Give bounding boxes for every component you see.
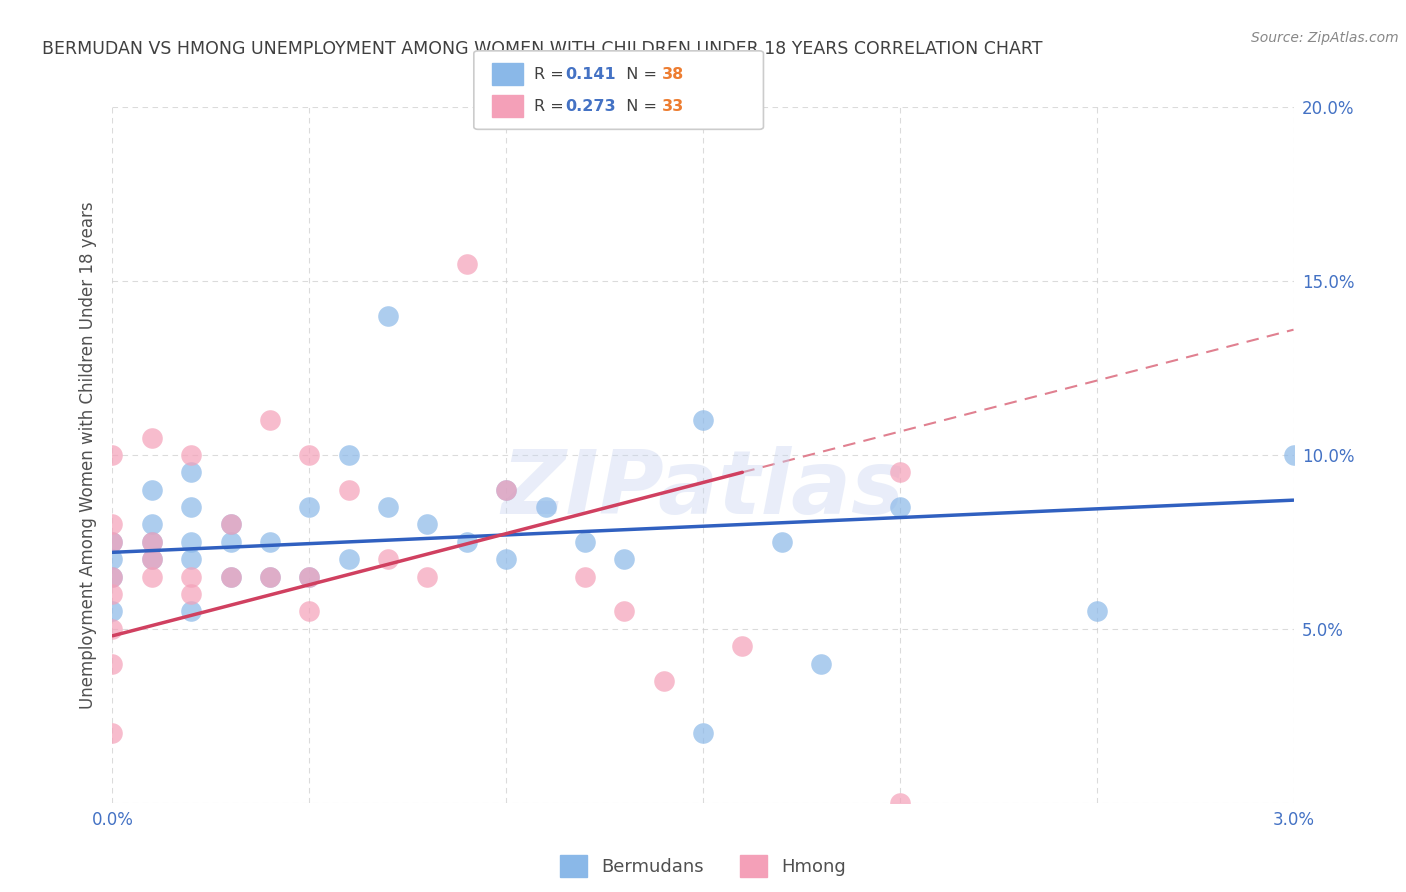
Point [337, 483, 360, 497]
Point [180, 534, 202, 549]
Point [180, 448, 202, 462]
Point [101, 534, 124, 549]
Point [1085, 605, 1108, 619]
Point [180, 587, 202, 601]
Point [298, 570, 321, 584]
Point [219, 570, 242, 584]
Point [889, 500, 911, 514]
Point [141, 517, 163, 532]
Point [219, 570, 242, 584]
Point [101, 605, 124, 619]
Point [889, 796, 911, 810]
Point [141, 552, 163, 566]
Point [770, 534, 793, 549]
Point [337, 448, 360, 462]
Point [180, 552, 202, 566]
Point [101, 517, 124, 532]
Text: 0.273: 0.273 [565, 99, 616, 113]
Text: Source: ZipAtlas.com: Source: ZipAtlas.com [1251, 31, 1399, 45]
Point [101, 622, 124, 636]
Text: 38: 38 [662, 67, 685, 81]
Point [141, 570, 163, 584]
Point [259, 413, 281, 427]
Point [613, 605, 636, 619]
Point [180, 605, 202, 619]
Point [298, 448, 321, 462]
Point [180, 500, 202, 514]
Point [101, 448, 124, 462]
Point [613, 552, 636, 566]
Point [141, 483, 163, 497]
Point [219, 517, 242, 532]
Point [298, 605, 321, 619]
Point [731, 639, 754, 653]
Point [1282, 448, 1305, 462]
Point [101, 587, 124, 601]
Point [259, 534, 281, 549]
Point [141, 431, 163, 445]
Point [337, 552, 360, 566]
Point [101, 726, 124, 740]
Point [416, 570, 439, 584]
Point [574, 570, 596, 584]
Point [416, 517, 439, 532]
Point [101, 570, 124, 584]
Point [298, 500, 321, 514]
Text: N =: N = [616, 99, 662, 113]
Point [141, 534, 163, 549]
Point [101, 534, 124, 549]
Point [101, 552, 124, 566]
Point [141, 534, 163, 549]
Point [377, 309, 399, 323]
Text: BERMUDAN VS HMONG UNEMPLOYMENT AMONG WOMEN WITH CHILDREN UNDER 18 YEARS CORRELAT: BERMUDAN VS HMONG UNEMPLOYMENT AMONG WOM… [42, 40, 1043, 58]
Text: N =: N = [616, 67, 662, 81]
Point [377, 500, 399, 514]
Point [810, 657, 832, 671]
Point [495, 483, 517, 497]
Point [259, 570, 281, 584]
Text: R =: R = [534, 99, 569, 113]
Point [180, 466, 202, 480]
Point [456, 256, 478, 270]
Point [141, 552, 163, 566]
Point [101, 657, 124, 671]
Point [101, 570, 124, 584]
Point [495, 483, 517, 497]
Text: 0.141: 0.141 [565, 67, 616, 81]
Point [377, 552, 399, 566]
Legend: Bermudans, Hmong: Bermudans, Hmong [553, 847, 853, 884]
Text: ZIPatlas: ZIPatlas [502, 446, 904, 533]
Y-axis label: Unemployment Among Women with Children Under 18 years: Unemployment Among Women with Children U… [79, 201, 97, 709]
Point [692, 726, 714, 740]
Point [692, 413, 714, 427]
Text: 33: 33 [662, 99, 685, 113]
Point [219, 517, 242, 532]
Text: R =: R = [534, 67, 569, 81]
Point [259, 570, 281, 584]
Point [534, 500, 557, 514]
Point [456, 534, 478, 549]
Point [298, 570, 321, 584]
Point [180, 570, 202, 584]
Point [889, 466, 911, 480]
Point [652, 674, 675, 689]
Point [495, 552, 517, 566]
Point [219, 534, 242, 549]
Point [574, 534, 596, 549]
